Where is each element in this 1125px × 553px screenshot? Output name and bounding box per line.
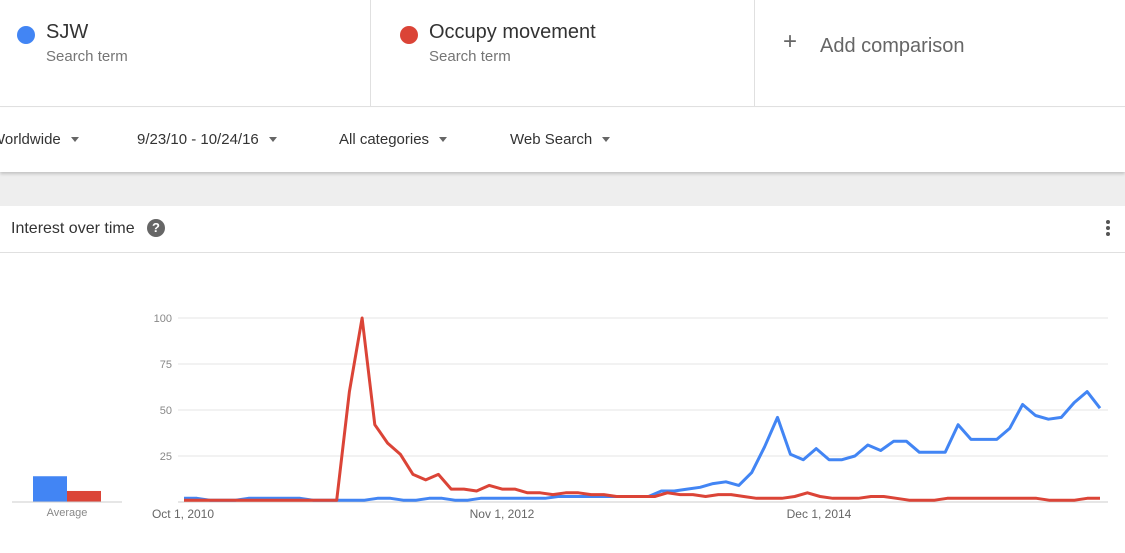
section-separator (0, 172, 1125, 206)
interest-chart: 25 50 75 100 Oct 1, 2010 Nov 1, 2012 Dec 1, 20… (12, 313, 1108, 521)
x-tick-label: Dec 1, 2014 (787, 507, 852, 521)
help-icon[interactable]: ? (147, 219, 165, 237)
chevron-down-icon (268, 136, 277, 142)
chevron-down-icon (70, 136, 79, 142)
average-label: Average (47, 507, 88, 519)
term-name[interactable]: Occupy movement (429, 21, 596, 43)
card-title: Interest over time (11, 220, 135, 237)
interest-over-time-card: Interest over time ? 25 50 75 100 Oct 1, 201… (0, 206, 1125, 553)
plus-icon: + (783, 28, 798, 55)
search-term-sjw[interactable]: SJW Search term (0, 0, 371, 107)
y-tick-label: 100 (154, 313, 172, 325)
y-tick-label: 75 (160, 359, 172, 371)
search-type-dropdown[interactable]: Web Search (510, 131, 611, 148)
filters-bar: Worldwide 9/23/10 - 10/24/16 All categor… (0, 108, 1125, 172)
y-tick-label: 50 (160, 405, 172, 417)
series-color-dot-icon (400, 26, 418, 44)
date-range-label: 9/23/10 - 10/24/16 (137, 131, 259, 148)
region-label: Worldwide (0, 131, 61, 148)
term-name[interactable]: SJW (46, 21, 89, 43)
series-color-dot-icon (17, 26, 35, 44)
category-dropdown[interactable]: All categories (339, 131, 448, 148)
add-comparison-label: Add comparison (820, 35, 965, 57)
series-line-sjw (184, 390, 1102, 502)
more-vert-icon[interactable] (1102, 220, 1114, 238)
search-type-label: Web Search (510, 131, 593, 148)
x-tick-label: Nov 1, 2012 (470, 507, 535, 521)
x-tick-label: Oct 1, 2010 (152, 507, 214, 521)
comparison-bar: SJW Search term Occupy movement Search t… (0, 0, 1125, 107)
date-range-dropdown[interactable]: 9/23/10 - 10/24/16 (137, 131, 277, 148)
chevron-down-icon (602, 136, 611, 142)
y-tick-label: 25 (160, 451, 172, 463)
card-divider (0, 252, 1125, 253)
search-term-occupy[interactable]: Occupy movement Search term (371, 0, 755, 107)
average-bar-sjw (33, 476, 67, 502)
chevron-down-icon (439, 136, 448, 142)
average-bar-occupy (67, 490, 101, 502)
term-subtitle: Search term (429, 48, 511, 65)
category-label: All categories (339, 131, 430, 148)
term-subtitle: Search term (46, 48, 128, 65)
series-line-occupy (184, 316, 1100, 502)
add-comparison-button[interactable]: + Add comparison (755, 0, 1125, 107)
region-dropdown[interactable]: Worldwide (0, 131, 79, 148)
